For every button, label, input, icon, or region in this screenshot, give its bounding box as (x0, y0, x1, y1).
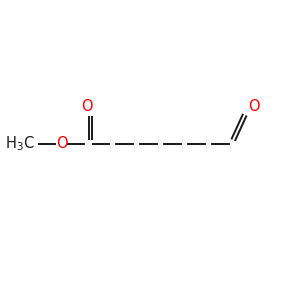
Text: O: O (248, 99, 259, 114)
Text: O: O (81, 99, 93, 114)
Text: O: O (56, 136, 67, 152)
Text: H$_3$C: H$_3$C (5, 135, 34, 153)
